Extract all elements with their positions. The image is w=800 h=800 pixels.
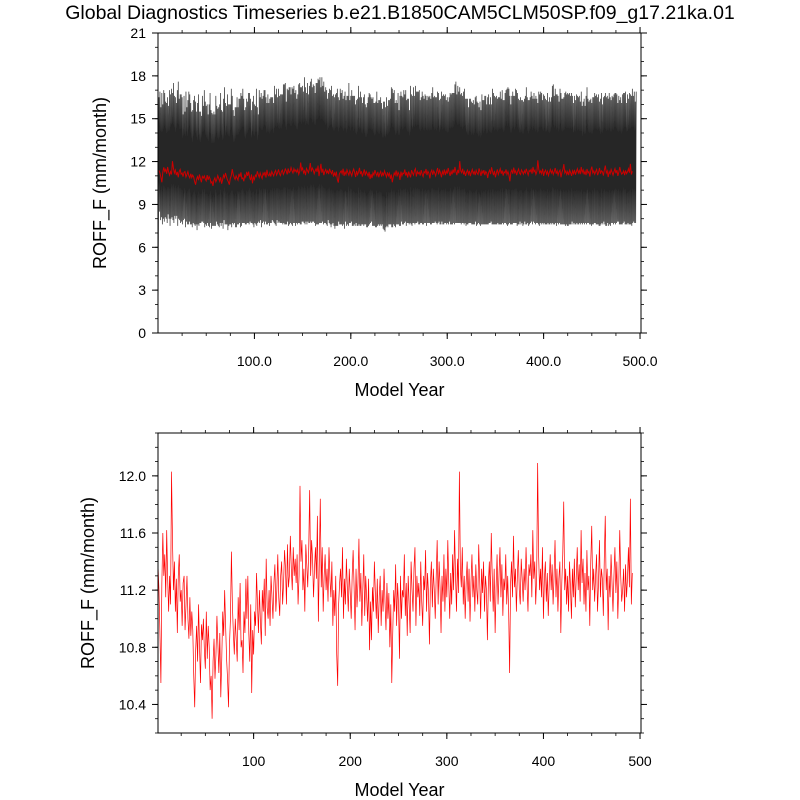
x-tick-label: 500 (628, 753, 652, 769)
y-tick-label: 10.8 (119, 639, 146, 655)
y-tick-label: 12 (130, 154, 146, 170)
plot-frame (157, 432, 642, 734)
x-axis-label: Model Year (354, 380, 444, 400)
plot-area (158, 77, 637, 333)
x-tick-label: 100.0 (237, 353, 272, 369)
y-tick-label: 3 (138, 282, 146, 298)
plot-frame (157, 32, 642, 334)
y-axis-label: ROFF_F (mm/month) (90, 97, 111, 269)
x-tick-label: 300 (435, 753, 459, 769)
x-tick-label: 200 (339, 753, 363, 769)
y-tick-label: 6 (138, 239, 146, 255)
top-panel: 0 3 6 9 12 15 18 21 100.0 200.0 300.0 400.0 500.0 Mod… (90, 25, 658, 400)
y-axis-label: ROFF_F (mm/month) (78, 497, 99, 669)
y-tick-label: 12.0 (119, 468, 146, 484)
x-tick-label: 300.0 (430, 353, 465, 369)
x-tick-label: 400.0 (526, 353, 561, 369)
y-tick-label: 21 (130, 25, 146, 41)
figure-title: Global Diagnostics Timeseries b.e21.B185… (65, 2, 735, 24)
y-tick-label: 15 (130, 111, 146, 127)
series-line-annual-mean (158, 160, 633, 186)
series-line-monthly (158, 77, 637, 333)
y-tick-label: 11.6 (120, 525, 146, 541)
y-tick-label: 0 (138, 325, 146, 341)
y-tick-label: 18 (130, 68, 146, 84)
y-tick-label: 10.4 (119, 696, 146, 712)
x-tick-label: 400 (532, 753, 556, 769)
plot-area (158, 462, 633, 719)
y-tick-label: 11.2 (120, 582, 146, 598)
y-tick-label: 9 (138, 196, 146, 212)
series-line-annual (158, 462, 633, 719)
x-tick-label: 500.0 (623, 353, 658, 369)
x-tick-label: 100 (242, 753, 266, 769)
x-axis-label: Model Year (354, 780, 444, 800)
bottom-panel: 10.4 10.8 11.2 11.6 12.0 100 200 300 400 500 Model… (78, 427, 652, 800)
x-tick-label: 200.0 (333, 353, 368, 369)
